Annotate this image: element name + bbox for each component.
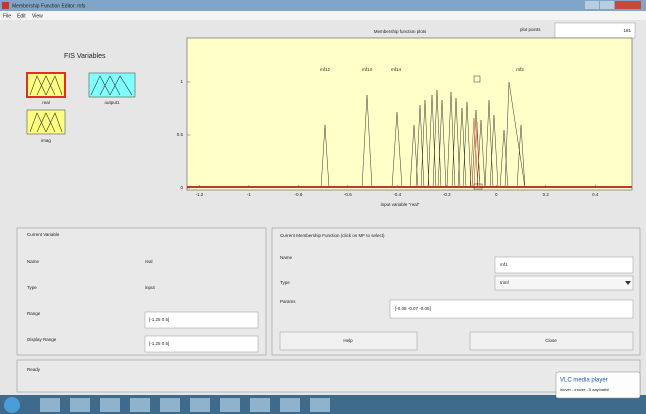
field-label: Params [280,299,296,304]
status-panel [17,360,640,392]
y-tick-label: 0.5 [177,132,184,137]
maximize-button[interactable] [600,1,614,9]
x-tick-label: -1.2 [195,192,203,197]
x-tick-label: -1 [247,192,251,197]
x-tick-label: 0.2 [543,192,550,197]
plot-points-label: plot points [520,27,541,32]
window-title: Membership Function Editor: mfs [12,3,86,9]
mf-type-dropdown[interactable] [495,276,633,290]
menu-item[interactable]: File [3,13,11,19]
taskbar-icon[interactable] [250,398,270,412]
x-tick-label: -0.2 [443,192,451,197]
taskbar-icon[interactable] [40,398,60,412]
mf-type-value[interactable]: trimf [500,280,509,285]
selected-baseline [187,186,632,188]
taskbar-icon[interactable] [160,398,180,412]
taskbar-icon[interactable] [70,398,90,412]
menu-item[interactable]: Edit [17,13,26,19]
field-label: Range [27,311,41,316]
field-label: Display Range [27,337,57,342]
taskbar-icon[interactable] [310,398,330,412]
variable-label[interactable]: imag [41,138,51,143]
mf-label: mf14 [391,67,402,72]
fis-title: FIS Variables [64,53,106,60]
x-axis-label: input variable "real" [381,202,420,207]
start-button[interactable] [4,397,20,413]
field-value: input [145,285,156,290]
mf-name-value[interactable]: mf1 [500,262,508,267]
plot-points-value[interactable]: 181 [623,28,631,33]
field-label: Type [280,280,290,285]
panel-title: Current Variable [27,232,60,237]
close-label[interactable]: Close [545,338,557,343]
mf-label: mf12 [320,67,331,72]
notification-text: inuver - inuver - 5 aayinathil [560,387,609,392]
field-value: real [145,259,153,264]
variable-label[interactable]: real [42,100,50,105]
title-bar [0,0,646,11]
x-tick-label: -0.6 [344,192,352,197]
taskbar-icon[interactable] [190,398,210,412]
taskbar-icon[interactable] [130,398,150,412]
minimize-button[interactable] [585,1,599,9]
taskbar-icon[interactable] [220,398,240,412]
mf-label: mf13 [362,67,373,72]
menu-bar [0,11,646,20]
help-label[interactable]: Help [343,338,353,343]
mf-label: mf2 [516,67,524,72]
x-tick-label: -0.8 [294,192,302,197]
notification-title: VLC media player [560,378,608,384]
range-value[interactable]: [-1.25 0.5] [149,317,169,322]
field-label: Name [27,259,40,264]
params-value[interactable]: [-0.08 -0.07 -0.06] [395,306,431,311]
field-label: Name [280,255,293,260]
window: Membership Function Editor: mfs File Edi… [0,0,646,414]
status-text: Ready [27,367,41,372]
panel-title: Current Membership Function (click on MF… [280,233,385,238]
x-tick-label: -0.4 [393,192,401,197]
variable-label[interactable]: output1 [104,100,120,105]
x-tick-label: 0.4 [592,192,599,197]
field-label: Type [27,285,37,290]
menu-item[interactable]: View [32,13,43,19]
close-window-button[interactable] [615,1,641,9]
mf-name-input[interactable] [495,257,633,273]
plot-title: Membership function plots [374,29,427,34]
app-icon [2,2,9,9]
taskbar-icon[interactable] [280,398,300,412]
notification[interactable] [556,372,640,398]
taskbar-icon[interactable] [100,398,120,412]
plot-axes[interactable] [187,38,632,190]
display-range-value[interactable]: [-1.25 0.5] [149,341,169,346]
